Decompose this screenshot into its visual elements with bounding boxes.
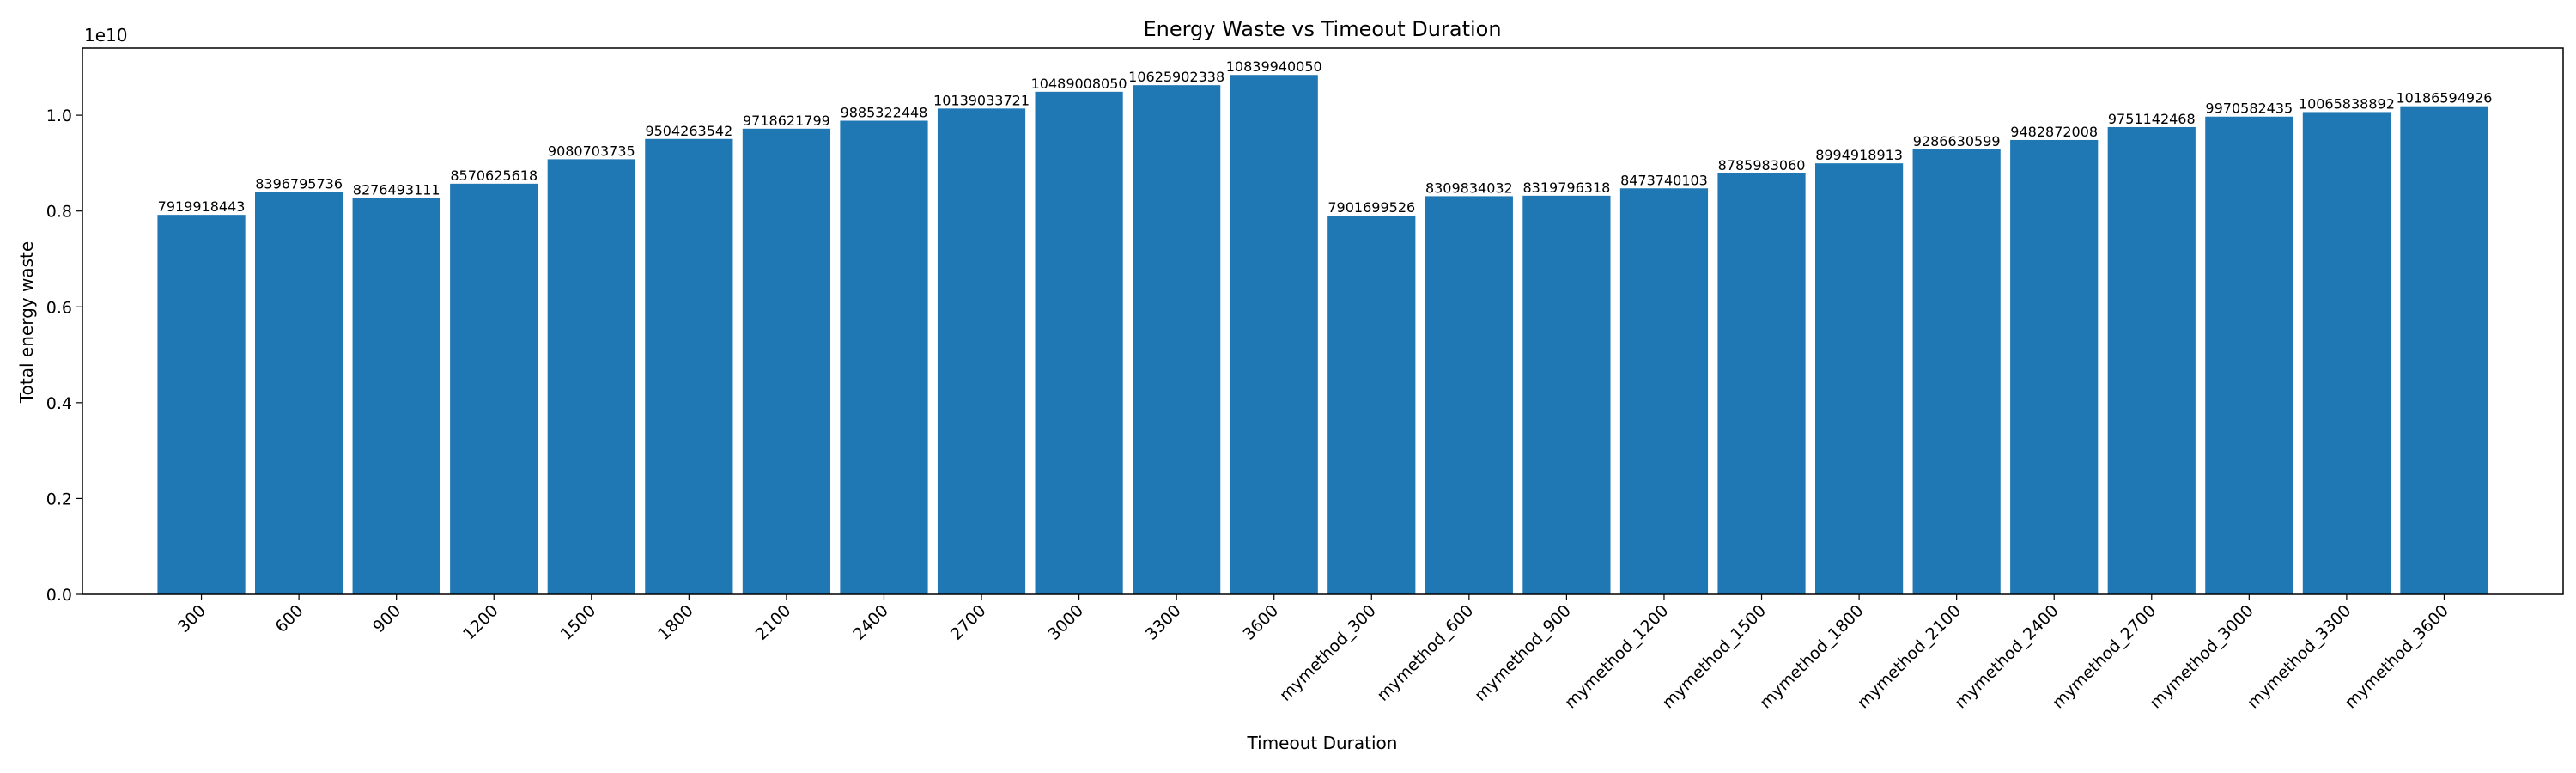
bar-value-label: 9751142468 xyxy=(2108,111,2196,127)
y-tick-label: 0.8 xyxy=(46,203,72,222)
x-axis-label: Timeout Duration xyxy=(1247,733,1398,753)
bar-3600 xyxy=(1230,75,1318,594)
x-tick-label: mymethod_600 xyxy=(1374,601,1478,705)
bar-mymethod_2100 xyxy=(1912,149,2001,595)
bar-mymethod_1800 xyxy=(1814,163,1904,594)
bar-value-label: 9080703735 xyxy=(548,143,635,159)
bar-value-label: 9504263542 xyxy=(645,123,732,139)
bar-value-label: 8785983060 xyxy=(1718,157,1806,173)
bar-mymethod_900 xyxy=(1522,195,1611,594)
y-tick-label: 0.6 xyxy=(46,298,72,317)
x-tick-label: 1800 xyxy=(654,601,697,644)
bar-mymethod_3300 xyxy=(2302,112,2391,595)
y-tick-label: 0.2 xyxy=(46,490,72,508)
bar-value-label: 8473740103 xyxy=(1620,172,1708,188)
bar-1200 xyxy=(450,183,538,594)
x-tick-label: mymethod_3300 xyxy=(2244,601,2354,712)
bar-value-label: 8994918913 xyxy=(1815,147,1903,163)
bar-value-label: 9970582435 xyxy=(2205,100,2293,117)
x-tick-label: mymethod_300 xyxy=(1276,601,1380,705)
y-tick-label: 0.4 xyxy=(46,394,72,413)
bar-mymethod_2400 xyxy=(2010,139,2099,594)
bar-value-label: 10065838892 xyxy=(2299,95,2395,112)
bar-mymethod_1200 xyxy=(1619,188,1709,594)
bar-value-label: 10139033721 xyxy=(933,92,1030,108)
y-tick-label: 1.0 xyxy=(46,107,72,125)
x-tick-label: mymethod_2100 xyxy=(1854,601,1965,712)
plot-frame xyxy=(82,47,2564,595)
y-axis-offset-label: 1e10 xyxy=(84,25,127,46)
bar-value-label: 7919918443 xyxy=(158,198,246,215)
x-tick-label: 3600 xyxy=(1240,601,1283,644)
bar-mymethod_300 xyxy=(1327,216,1416,594)
bar-2100 xyxy=(742,128,831,594)
bar-value-label: 9718621799 xyxy=(743,113,830,129)
x-tick-label: mymethod_900 xyxy=(1471,601,1575,705)
bar-mymethod_2700 xyxy=(2107,126,2196,594)
bar-3300 xyxy=(1133,85,1221,594)
x-tick-label: 300 xyxy=(174,601,210,636)
bar-900 xyxy=(352,198,440,595)
bar-value-label: 8570625618 xyxy=(450,167,538,184)
bar-value-label: 8309834032 xyxy=(1425,180,1513,196)
bar-value-label: 8396795736 xyxy=(255,176,343,192)
x-tick-label: 2100 xyxy=(752,601,795,644)
bar-value-label: 9885322448 xyxy=(841,105,928,121)
x-tick-label: 600 xyxy=(271,601,307,636)
bar-value-label: 10489008050 xyxy=(1031,76,1127,92)
x-tick-label: 1200 xyxy=(459,601,502,644)
bar-mymethod_3000 xyxy=(2205,116,2293,594)
x-tick-label: 1500 xyxy=(557,601,600,644)
bar-value-label: 10186594926 xyxy=(2396,90,2492,107)
x-tick-label: mymethod_3600 xyxy=(2342,601,2452,712)
x-tick-label: 2400 xyxy=(849,601,892,644)
x-tick-label: mymethod_3000 xyxy=(2146,601,2257,712)
x-tick-label: 900 xyxy=(369,601,404,636)
bar-mymethod_1500 xyxy=(1717,173,1806,594)
data-labels-group: 7919918443 8396795736 8276493111 8570625618… xyxy=(158,58,2493,216)
x-tick-label: mymethod_1800 xyxy=(1756,601,1867,712)
bars-group xyxy=(157,75,2488,595)
bar-value-label: 8319796318 xyxy=(1523,180,1611,196)
bar-value-label: 9482872008 xyxy=(2010,124,2098,140)
bar-2400 xyxy=(840,120,928,595)
chart-title: Energy Waste vs Timeout Duration xyxy=(1143,17,1501,41)
bar-mymethod_600 xyxy=(1425,196,1513,594)
x-tick-label: 2700 xyxy=(947,601,990,644)
x-tick-label: mymethod_2700 xyxy=(2049,601,2160,712)
x-axis-ticks: 300 600 900 1200 1500 1800 2100 2400 2700 3000 330… xyxy=(174,594,2452,712)
bar-value-label: 9286630599 xyxy=(1913,133,2001,149)
x-tick-label: mymethod_1200 xyxy=(1561,601,1672,712)
bar-mymethod_3600 xyxy=(2400,106,2488,594)
bar-2700 xyxy=(937,108,1026,595)
x-tick-label: 3000 xyxy=(1044,601,1087,644)
bar-value-label: 7901699526 xyxy=(1327,199,1415,216)
y-axis-ticks: 0.0 0.2 0.4 0.6 0.8 1.0 xyxy=(46,107,82,605)
bar-value-label: 10625902338 xyxy=(1128,69,1224,85)
bar-300 xyxy=(157,215,246,594)
x-tick-label: 3300 xyxy=(1142,601,1185,644)
bar-value-label: 10839940050 xyxy=(1226,58,1322,75)
bar-value-label: 8276493111 xyxy=(353,181,440,198)
y-tick-label: 0.0 xyxy=(46,586,72,605)
y-axis-label: Total energy waste xyxy=(16,241,37,404)
bar-1800 xyxy=(645,138,733,594)
x-tick-label: mymethod_1500 xyxy=(1659,601,1770,712)
bar-3000 xyxy=(1035,91,1123,595)
bar-600 xyxy=(255,192,343,594)
bar-1500 xyxy=(547,159,635,594)
x-tick-label: mymethod_2400 xyxy=(1951,601,2062,712)
